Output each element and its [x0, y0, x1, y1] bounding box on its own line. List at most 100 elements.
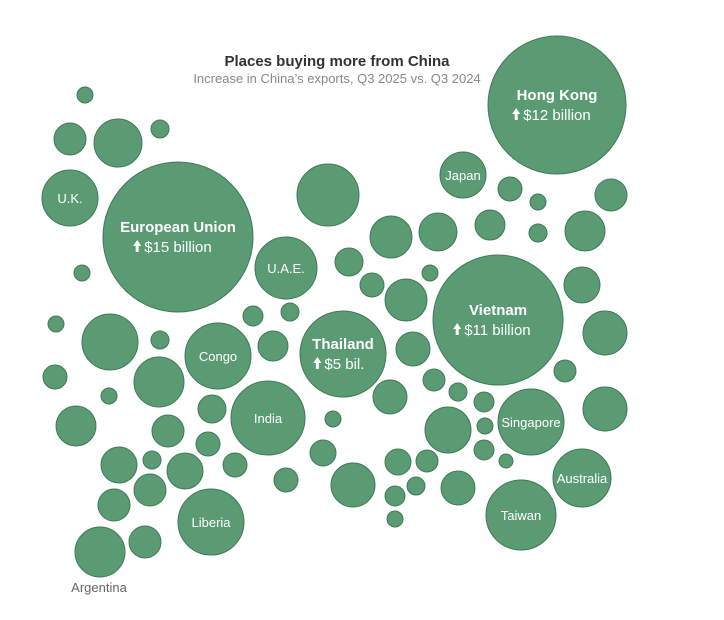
bubble-unlabeled — [150, 119, 170, 139]
value-european-union: $15 billion — [144, 239, 212, 256]
bubble-unlabeled — [529, 193, 547, 211]
label-argentina: Argentina — [71, 580, 127, 595]
bubble-unlabeled — [384, 485, 406, 507]
bubble-unlabeled — [476, 417, 494, 435]
label-european-union: European Union — [120, 219, 236, 236]
bubble-unlabeled — [280, 302, 300, 322]
label-australia: Australia — [557, 471, 608, 486]
bubble-unlabeled — [406, 476, 426, 496]
bubble-unlabeled — [273, 467, 299, 493]
bubble-japan — [439, 151, 487, 199]
bubble-unlabeled — [73, 264, 91, 282]
bubble-unlabeled — [497, 176, 523, 202]
bubble-thailand — [299, 310, 387, 398]
bubble-unlabeled — [151, 414, 185, 448]
bubble-unlabeled — [474, 209, 506, 241]
bubble-singapore — [497, 388, 565, 456]
bubble-unlabeled — [257, 330, 289, 362]
bubble-australia — [552, 448, 612, 508]
bubble-unlabeled — [133, 356, 185, 408]
bubble-unlabeled — [42, 364, 68, 390]
label-hong-kong: Hong Kong — [517, 87, 598, 104]
bubble-unlabeled — [498, 453, 514, 469]
bubble-unlabeled — [528, 223, 548, 243]
bubble-unlabeled — [242, 305, 264, 327]
bubble-u-k — [41, 169, 99, 227]
bubble-unlabeled — [369, 215, 413, 259]
chart-subtitle: Increase in China’s exports, Q3 2025 vs.… — [193, 71, 480, 86]
label-taiwan: Taiwan — [501, 508, 541, 523]
bubble-unlabeled — [395, 331, 431, 367]
bubble-congo — [184, 322, 252, 390]
arrow-up-icon — [512, 108, 521, 120]
value-hong-kong: $12 billion — [523, 107, 591, 124]
label-congo: Congo — [199, 349, 237, 364]
bubble-taiwan — [485, 479, 557, 551]
bubble-unlabeled — [553, 359, 577, 383]
bubble-india — [230, 380, 306, 456]
bubble-unlabeled — [582, 310, 628, 356]
label-thailand: Thailand — [312, 336, 374, 353]
label-india: India — [254, 411, 283, 426]
bubble-unlabeled — [448, 382, 468, 402]
bubble-unlabeled — [384, 448, 412, 476]
bubble-unlabeled — [222, 452, 248, 478]
value-vietnam: $11 billion — [464, 322, 530, 339]
bubble-unlabeled — [386, 510, 404, 528]
bubble-unlabeled — [76, 86, 94, 104]
bubble-unlabeled — [422, 368, 446, 392]
bubble-u-a-e — [254, 236, 318, 300]
labels-layer: European Union $15 billion Hong Kong $12 bi… — [57, 87, 608, 595]
bubble-unlabeled — [53, 122, 87, 156]
bubble-unlabeled — [359, 272, 385, 298]
bubble-unlabeled — [563, 266, 601, 304]
bubble-unlabeled — [296, 163, 360, 227]
bubble-unlabeled — [166, 452, 204, 490]
bubble-unlabeled — [582, 386, 628, 432]
bubble-unlabeled — [197, 394, 227, 424]
bubble-unlabeled — [324, 410, 342, 428]
label-liberia: Liberia — [191, 515, 231, 530]
bubble-unlabeled — [47, 315, 65, 333]
bubble-unlabeled — [150, 330, 170, 350]
bubbles-layer — [41, 35, 628, 578]
bubble-hong-kong — [487, 35, 627, 175]
label-vietnam: Vietnam — [469, 302, 527, 319]
bubble-unlabeled — [473, 391, 495, 413]
label-u-k: U.K. — [57, 191, 82, 206]
bubble-unlabeled — [564, 210, 606, 252]
value-thailand: $5 bil. — [324, 356, 364, 373]
bubble-unlabeled — [473, 439, 495, 461]
bubble-unlabeled — [100, 446, 138, 484]
bubble-unlabeled — [594, 178, 628, 212]
bubble-unlabeled — [100, 387, 118, 405]
bubble-unlabeled — [384, 278, 428, 322]
bubble-unlabeled — [81, 313, 139, 371]
bubble-argentina — [74, 526, 126, 578]
label-u-a-e: U.A.E. — [267, 261, 305, 276]
bubble-unlabeled — [93, 118, 143, 168]
label-singapore: Singapore — [501, 415, 560, 430]
arrow-up-icon — [453, 323, 462, 335]
bubble-unlabeled — [309, 439, 337, 467]
bubble-unlabeled — [424, 406, 472, 454]
bubble-unlabeled — [55, 405, 97, 447]
bubble-unlabeled — [372, 379, 408, 415]
arrow-up-icon — [133, 240, 142, 252]
bubble-unlabeled — [421, 264, 439, 282]
bubble-european-union — [102, 161, 254, 313]
bubble-unlabeled — [128, 525, 162, 559]
bubble-unlabeled — [330, 462, 376, 508]
bubble-unlabeled — [97, 488, 131, 522]
bubble-unlabeled — [195, 431, 221, 457]
bubble-unlabeled — [415, 449, 439, 473]
bubble-liberia — [177, 488, 245, 556]
label-japan: Japan — [445, 168, 480, 183]
bubble-unlabeled — [440, 470, 476, 506]
bubble-unlabeled — [334, 247, 364, 277]
bubble-vietnam — [432, 254, 564, 386]
arrow-up-icon — [313, 357, 322, 369]
bubble-unlabeled — [418, 212, 458, 252]
chart-title: Places buying more from China — [224, 53, 450, 70]
